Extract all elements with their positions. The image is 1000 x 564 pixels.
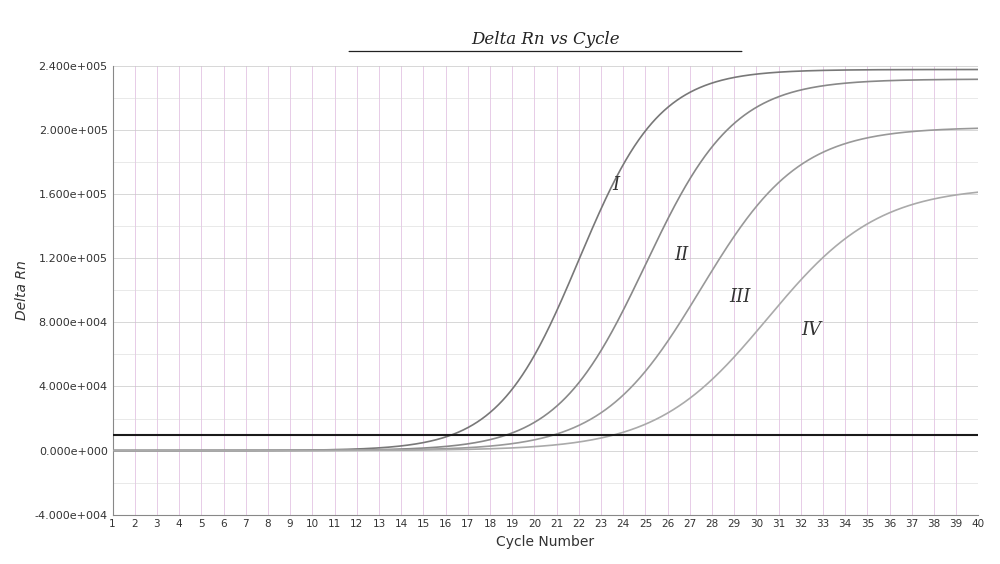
Text: II: II xyxy=(674,246,689,264)
Y-axis label: Delta Rn: Delta Rn xyxy=(15,261,29,320)
Text: IV: IV xyxy=(801,321,821,340)
Text: I: I xyxy=(612,175,619,193)
Text: Delta Rn vs Cycle: Delta Rn vs Cycle xyxy=(471,32,620,49)
Text: III: III xyxy=(730,288,751,306)
X-axis label: Cycle Number: Cycle Number xyxy=(496,535,595,549)
